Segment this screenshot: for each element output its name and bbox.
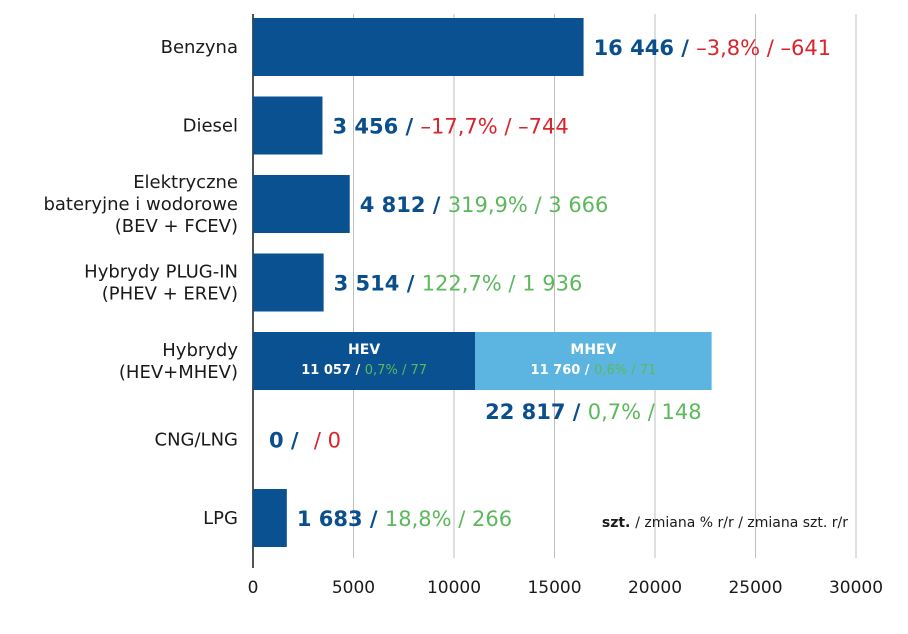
change: 18,8% / 266 <box>385 507 512 531</box>
segment-values: 11 057 / 0,7% / 77 <box>301 363 427 378</box>
segment-change: 0,7% / 77 <box>365 363 427 378</box>
value: 3 456 / <box>332 115 420 139</box>
category-label-line: bateryjne i wodorowe <box>43 194 238 215</box>
x-tick-label: 5000 <box>332 578 375 598</box>
change: / 0 <box>314 429 341 453</box>
change: 319,9% / 3 666 <box>448 193 609 217</box>
category-label: Benzyna <box>161 37 238 58</box>
segment-title: HEV <box>348 342 380 358</box>
bar <box>253 96 323 155</box>
value-label: 0 / / 0 <box>269 429 341 453</box>
x-tick-label: 0 <box>248 578 259 598</box>
bar-segment-hev <box>253 332 476 390</box>
x-tick-label: 20000 <box>628 578 682 598</box>
value-label: 1 683 / 18,8% / 266 <box>297 507 512 531</box>
bar <box>253 175 350 233</box>
x-tick-label: 30000 <box>829 578 883 598</box>
bar <box>253 253 324 312</box>
legend-unit: szt. <box>602 515 635 531</box>
bar <box>253 18 584 76</box>
value-label: 4 812 / 319,9% / 3 666 <box>360 193 609 217</box>
total-change: 0,7% / 148 <box>588 400 702 424</box>
category-label: CNG/LNG <box>155 430 239 451</box>
bar-segment-mhev <box>475 332 712 390</box>
value: 3 514 / <box>334 272 422 296</box>
value-label: 16 446 / –3,8% / –641 <box>594 36 832 60</box>
total-value-label: 22 817 / 0,7% / 148 <box>485 400 702 424</box>
x-tick-label: 10000 <box>427 578 481 598</box>
category-label: Diesel <box>183 116 238 137</box>
category-label: Hybrydy PLUG-IN (PHEV + EREV) <box>84 262 238 305</box>
labels: 0 5000 10000 15000 20000 25000 30000 Benzyna 16 … <box>43 36 883 598</box>
x-tick-label: 15000 <box>527 578 581 598</box>
category-label-line: Hybrydy PLUG-IN <box>84 262 238 283</box>
category-label-line: CNG/LNG <box>155 430 239 451</box>
category-label: Elektryczne bateryjne i wodorowe (BEV + FC… <box>43 172 238 237</box>
change: –3,8% / –641 <box>696 36 831 60</box>
value: 4 812 / <box>360 193 448 217</box>
category-label: Hybrydy (HEV+MHEV) <box>119 340 238 383</box>
value-label: 3 514 / 122,7% / 1 936 <box>334 272 583 296</box>
value-label: 3 456 / –17,7% / –744 <box>332 115 568 139</box>
segment-value: 11 057 / <box>301 363 365 378</box>
x-tick-label: 25000 <box>728 578 782 598</box>
category-label: LPG <box>203 508 238 529</box>
category-label-line: Hybrydy <box>162 340 238 361</box>
value: 0 / <box>269 429 306 453</box>
category-label-line: Elektryczne <box>133 172 238 193</box>
category-label-line: Benzyna <box>161 37 238 58</box>
category-label-line: (BEV + FCEV) <box>115 216 238 237</box>
change: –17,7% / –744 <box>421 115 569 139</box>
unit-legend-note: szt. / zmiana % r/r / zmiana szt. r/r <box>602 515 848 531</box>
bar <box>253 489 287 547</box>
legend-rest: / zmiana % r/r / zmiana szt. r/r <box>635 515 848 531</box>
value: 16 446 / <box>594 36 697 60</box>
category-label-line: Diesel <box>183 116 238 137</box>
segment-values: 11 760 / 0,6% / 71 <box>531 363 657 378</box>
category-label-line: LPG <box>203 508 238 529</box>
change: 122,7% / 1 936 <box>422 272 583 296</box>
total-value: 22 817 / <box>485 400 588 424</box>
value: 1 683 / <box>297 507 385 531</box>
segment-change: 0,6% / 71 <box>594 363 656 378</box>
segment-title: MHEV <box>570 342 616 358</box>
bars <box>253 18 712 547</box>
category-label-line: (PHEV + EREV) <box>102 284 238 305</box>
segment-value: 11 760 / <box>531 363 595 378</box>
category-label-line: (HEV+MHEV) <box>119 362 238 383</box>
